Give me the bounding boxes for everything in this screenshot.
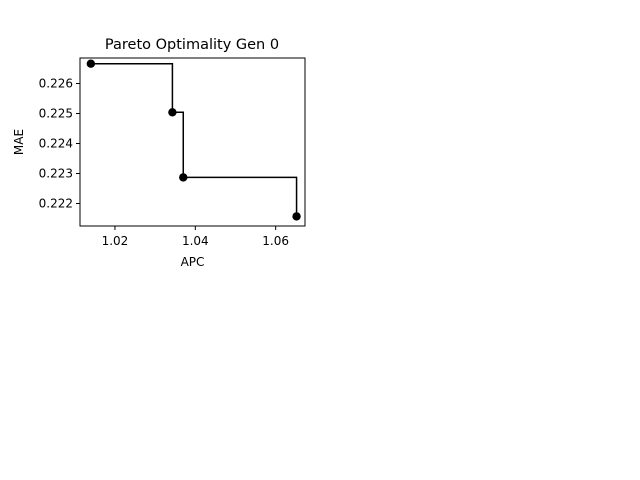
pareto-point xyxy=(179,173,188,182)
y-tick-label: 0.224 xyxy=(39,137,73,151)
pareto-point xyxy=(168,108,177,117)
plot-frame xyxy=(79,57,306,227)
y-axis-label: MAE xyxy=(12,129,26,155)
x-tick-label: 1.02 xyxy=(102,234,129,248)
y-tick-label: 0.226 xyxy=(39,77,73,91)
chart-title: Pareto Optimality Gen 0 xyxy=(105,37,279,53)
pareto-point xyxy=(86,59,96,68)
y-tick-label: 0.223 xyxy=(39,167,73,181)
pareto-step-line xyxy=(90,62,298,217)
y-tick-label: 0.222 xyxy=(39,197,73,211)
x-tick-label: 1.06 xyxy=(262,234,289,248)
x-axis-label: APC xyxy=(181,255,205,269)
pareto-point xyxy=(292,212,301,221)
y-tick-label: 0.225 xyxy=(39,107,73,121)
x-tick-label: 1.04 xyxy=(182,234,209,248)
